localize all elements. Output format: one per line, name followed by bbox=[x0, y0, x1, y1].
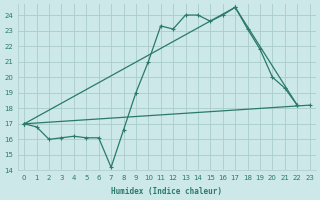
X-axis label: Humidex (Indice chaleur): Humidex (Indice chaleur) bbox=[111, 187, 222, 196]
